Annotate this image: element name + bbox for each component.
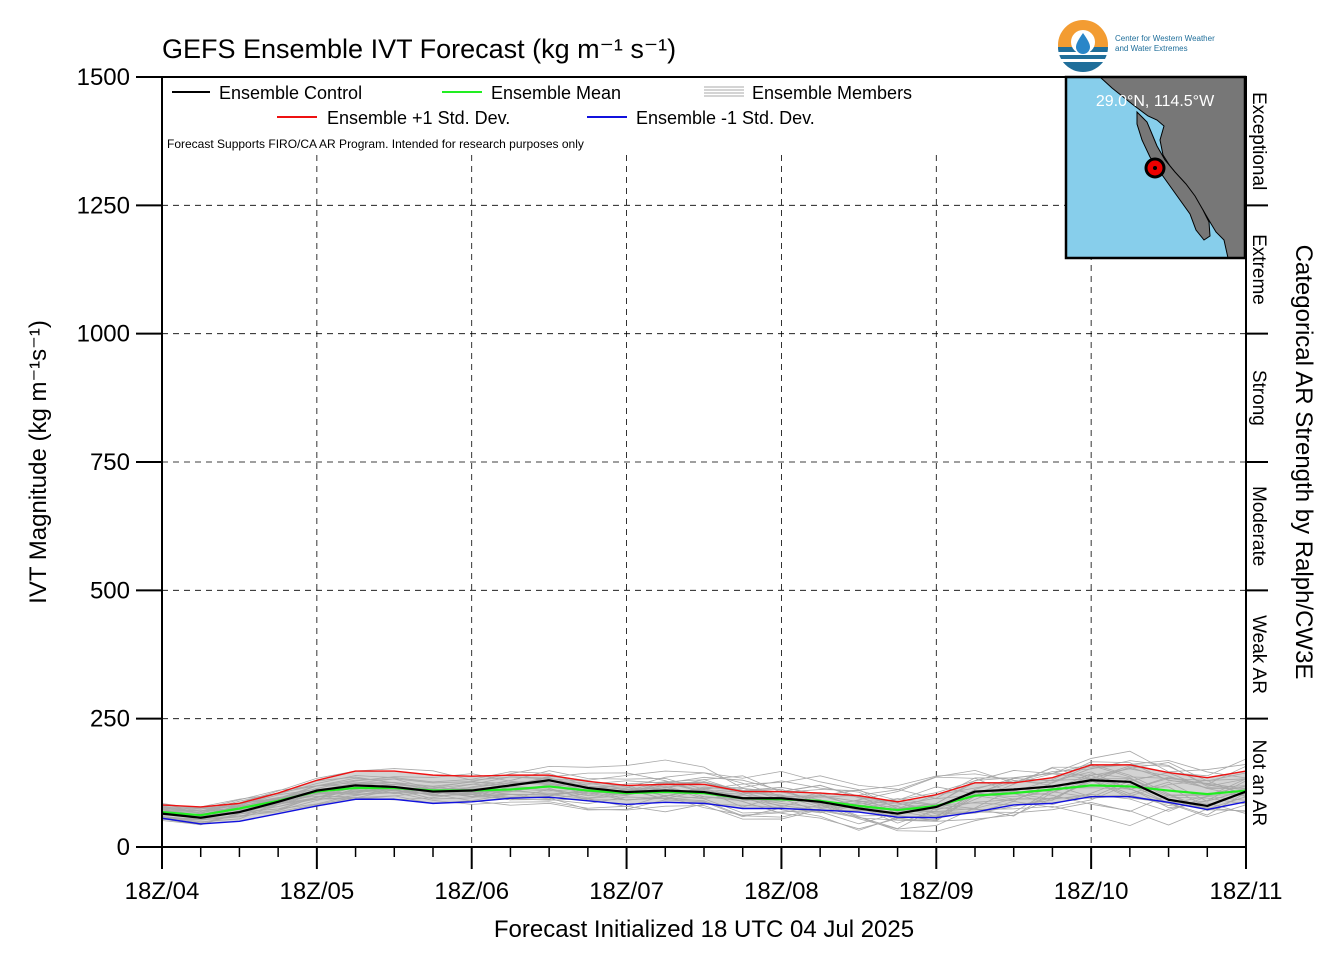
category-label: Not an AR — [1248, 740, 1269, 827]
legend-label-mean: Ensemble Mean — [491, 83, 621, 103]
legend-label-plus-std: Ensemble +1 Std. Dev. — [327, 108, 510, 128]
y-tick-label: 1000 — [77, 321, 130, 348]
category-label: Moderate — [1248, 486, 1269, 566]
grid — [162, 155, 1246, 847]
inset-map: 29.0°N, 114.5°W — [1064, 75, 1247, 260]
legend-label-control: Ensemble Control — [219, 83, 362, 103]
inset-frame — [1064, 75, 1247, 260]
research-note: Forecast Supports FIRO/CA AR Program. In… — [167, 137, 584, 151]
category-label: Extreme — [1248, 234, 1269, 305]
logo-text-line1: Center for Western Weather — [1115, 34, 1215, 43]
ensemble-member-line — [162, 780, 1246, 818]
logo-droplet-icon — [1076, 33, 1090, 54]
ensemble-member-line — [162, 760, 1246, 821]
x-tick-label: 18Z/05 — [279, 878, 354, 905]
series-lines — [162, 764, 1246, 825]
y-axis-label: IVT Magnitude (kg m⁻¹s⁻¹) — [25, 320, 52, 604]
y-tick-label: 1500 — [77, 64, 130, 91]
ensemble-member-line — [162, 779, 1246, 825]
ensemble-member-line — [162, 782, 1246, 819]
y-tick-label: 500 — [90, 577, 130, 604]
legend-label-members: Ensemble Members — [752, 83, 912, 103]
ensemble-members — [162, 750, 1246, 832]
x-tick-label: 18Z/10 — [1054, 878, 1129, 905]
category-label: Strong — [1248, 370, 1269, 426]
ensemble-member-line — [162, 773, 1246, 810]
logo-text-line2: and Water Extremes — [1115, 44, 1188, 53]
std-dev-band-fill — [162, 764, 1246, 824]
chart-title: GEFS Ensemble IVT Forecast (kg m⁻¹ s⁻¹) — [162, 34, 676, 64]
x-tick-label: 18Z/07 — [589, 878, 664, 905]
cw3e-logo: Center for Western Weather and Water Ext… — [1058, 20, 1215, 72]
x-tick-label: 18Z/08 — [744, 878, 819, 905]
location-marker-center — [1153, 166, 1157, 170]
x-tick-label: 18Z/09 — [899, 878, 974, 905]
ensemble-member-line — [162, 778, 1246, 831]
inset-coordinates: 29.0°N, 114.5°W — [1096, 93, 1215, 110]
y-tick-label: 250 — [90, 706, 130, 733]
axes: 0 250 500 750 1000 1250 1500 18Z/04 18Z/05 18Z/06… — [77, 64, 1283, 905]
x-axis-label: Forecast Initialized 18 UTC 04 Jul 2025 — [494, 916, 914, 943]
mean-line — [162, 784, 1246, 817]
ensemble-member-line — [162, 772, 1246, 823]
right-axis-label: Categorical AR Strength by Ralph/CW3E — [1290, 245, 1317, 680]
category-label: Weak AR — [1248, 615, 1269, 694]
y-tick-label: 750 — [90, 449, 130, 476]
legend: Ensemble Control Ensemble Mean Ensemble … — [167, 83, 912, 151]
y-tick-label: 1250 — [77, 192, 130, 219]
std-dev-band — [162, 764, 1246, 824]
plus-std-line — [162, 764, 1246, 808]
y-tick-label: 0 — [117, 834, 130, 861]
category-label: Exceptional — [1248, 92, 1269, 190]
legend-swatch-members — [704, 86, 744, 97]
x-tick-label: 18Z/11 — [1210, 878, 1283, 905]
minus-std-line — [162, 795, 1246, 825]
x-tick-label: 18Z/06 — [434, 878, 509, 905]
ensemble-member-line — [162, 764, 1246, 819]
ensemble-member-line — [162, 759, 1246, 826]
legend-label-minus-std: Ensemble -1 Std. Dev. — [636, 108, 815, 128]
ensemble-member-line — [162, 760, 1246, 818]
ensemble-member-line — [162, 758, 1246, 812]
x-tick-label: 18Z/04 — [125, 878, 200, 905]
control-line — [162, 779, 1246, 819]
ensemble-member-line — [162, 771, 1246, 812]
